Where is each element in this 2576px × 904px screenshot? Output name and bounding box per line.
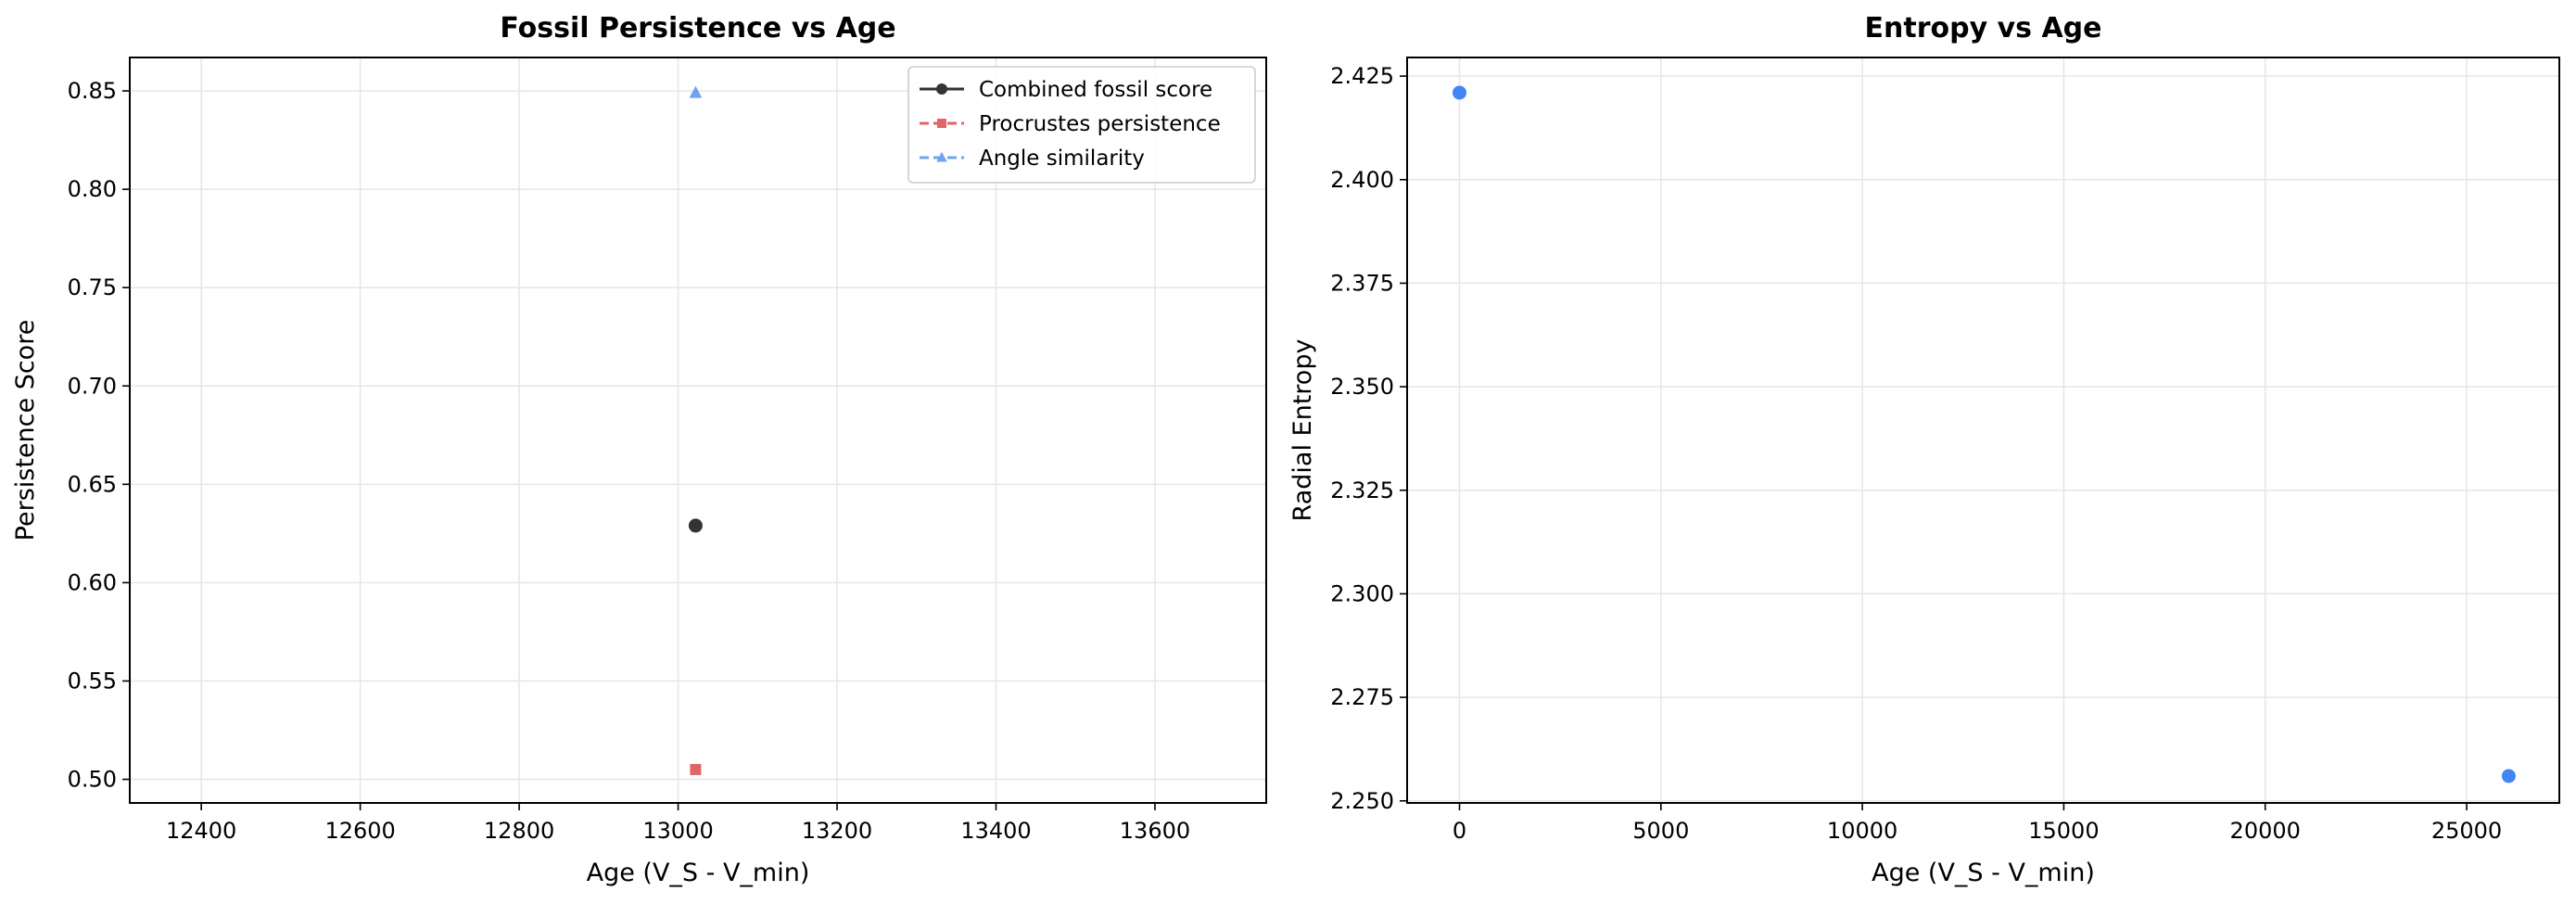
- data-point: [688, 518, 703, 533]
- data-point: [1453, 85, 1466, 100]
- y-tick-label: 2.300: [1330, 580, 1394, 606]
- legend: Combined fossil score Procrustes persiste…: [907, 66, 1256, 184]
- x-tick-label: 13000: [642, 818, 713, 844]
- x-tick-label: 20000: [2230, 818, 2301, 844]
- y-tick-label: 2.350: [1330, 374, 1394, 400]
- legend-marker: [936, 83, 947, 95]
- y-axis-label: Radial Entropy: [1288, 339, 1317, 522]
- y-ticks: 0.50 0.55 0.60 0.65 0.70 0.75 0.80 0.85: [68, 78, 130, 793]
- chart-title: Entropy vs Age: [1865, 12, 2102, 45]
- x-tick-label: 5000: [1632, 818, 1689, 844]
- legend-label: Combined fossil score: [979, 78, 1212, 102]
- legend-box: [907, 66, 1256, 184]
- grid: [1407, 57, 2559, 803]
- y-tick-label: 0.80: [68, 176, 117, 202]
- x-tick-label: 12400: [166, 818, 236, 844]
- data-point: [689, 85, 703, 98]
- data-point: [2501, 769, 2516, 783]
- x-ticks: 0 5000 10000 15000 20000 25000: [1453, 803, 2502, 844]
- y-tick-label: 0.55: [68, 668, 117, 694]
- y-ticks: 2.250 2.275 2.300 2.325 2.350 2.375 2.400 2.425: [1330, 63, 1407, 814]
- x-tick-label: 0: [1453, 818, 1466, 844]
- x-tick-label: 15000: [2028, 818, 2099, 844]
- y-tick-label: 0.85: [68, 78, 117, 104]
- y-tick-label: 0.75: [68, 274, 117, 300]
- y-tick-label: 2.275: [1330, 684, 1394, 710]
- x-tick-label: 10000: [1827, 818, 1897, 844]
- y-tick-label: 2.425: [1330, 63, 1394, 89]
- x-tick-label: 12600: [324, 818, 395, 844]
- chart-title: Fossil Persistence vs Age: [500, 12, 895, 45]
- y-tick-label: 2.250: [1330, 788, 1394, 814]
- data-point: [690, 763, 702, 775]
- x-axis-label: Age (V_S - V_min): [587, 859, 810, 887]
- legend-marker: [936, 151, 947, 162]
- y-tick-label: 0.65: [68, 471, 117, 497]
- y-tick-label: 2.325: [1330, 477, 1394, 503]
- data-points: [688, 85, 703, 775]
- y-axis-label: Persistence Score: [11, 320, 40, 541]
- y-tick-label: 0.60: [68, 569, 117, 595]
- x-ticks: 12400 12600 12800 13000 13200 13400 13600: [166, 803, 1190, 844]
- x-tick-label: 13600: [1120, 818, 1190, 844]
- y-tick-label: 0.50: [68, 767, 117, 793]
- fossil-persistence-chart: 12400 12600 12800 13000 13200 13400 13600 0.50…: [11, 12, 1267, 887]
- x-tick-label: 13200: [802, 818, 872, 844]
- plot-frame: [129, 57, 1267, 804]
- legend-label: Angle similarity: [979, 146, 1145, 171]
- x-axis-label: Age (V_S - V_min): [1872, 859, 2095, 887]
- y-tick-label: 2.375: [1330, 270, 1394, 296]
- legend-label: Procrustes persistence: [979, 112, 1221, 136]
- entropy-chart: 0 5000 10000 15000 20000 25000 2.250 2.275 2.30…: [1288, 12, 2560, 887]
- x-tick-label: 13400: [960, 818, 1031, 844]
- plot-frame: [1406, 57, 2560, 804]
- x-tick-label: 12800: [484, 818, 554, 844]
- legend-marker: [937, 119, 946, 128]
- y-tick-label: 0.70: [68, 373, 117, 399]
- x-tick-label: 25000: [2431, 818, 2502, 844]
- data-points: [1453, 85, 2516, 783]
- y-tick-label: 2.400: [1330, 167, 1394, 193]
